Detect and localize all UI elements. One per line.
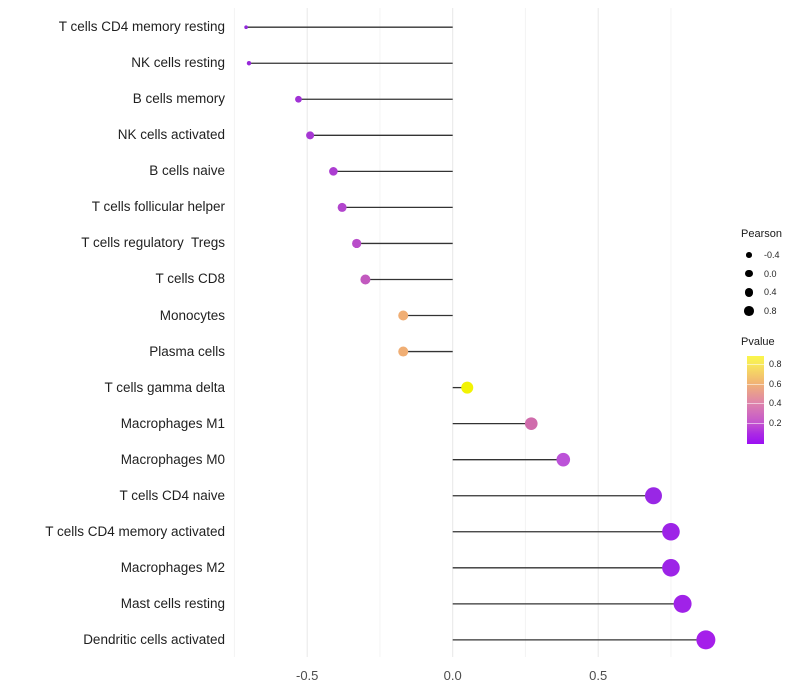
data-point (306, 131, 315, 140)
legend-pearson-entry: -0.4 (741, 246, 782, 265)
pvalue-colorbar (747, 356, 764, 444)
y-axis-label: Macrophages M2 (120, 559, 225, 575)
data-point (295, 95, 302, 103)
legend-pearson-entries: -0.4 0.0 0.4 0.8 (741, 246, 782, 320)
data-point (244, 25, 248, 30)
data-point (352, 238, 362, 249)
y-axis-label: NK cells resting (131, 55, 225, 71)
legend-size-dot (741, 270, 757, 278)
y-axis-label: Macrophages M1 (120, 415, 225, 431)
data-point (398, 346, 409, 357)
legend-pearson-entry: 0.0 (741, 265, 782, 284)
data-point (360, 274, 371, 285)
x-axis-tick-label: 0.0 (443, 668, 462, 683)
legend-size-label: 0.8 (764, 305, 777, 316)
y-axis-label: Macrophages M0 (120, 451, 225, 467)
legend-pearson-entry: 0.8 (741, 302, 782, 321)
data-point (673, 594, 692, 613)
pvalue-tick-label: 0.2 (769, 417, 782, 428)
legend-size-dot-glyph (744, 287, 754, 297)
pvalue-tick-mark (747, 403, 764, 404)
data-point (662, 559, 680, 577)
data-point (337, 202, 347, 212)
y-axis-label: B cells memory (132, 91, 225, 107)
legend-size-label: 0.0 (764, 268, 777, 279)
x-axis-tick-label: -0.5 (295, 668, 319, 683)
legend-pvalue: Pvalue 0.8 0.6 0.4 0.2 (741, 336, 782, 444)
legend-size-dot-glyph (744, 305, 754, 316)
data-point (556, 452, 571, 467)
data-point (696, 630, 716, 650)
data-point (398, 310, 409, 321)
legend-pearson-title: Pearson (741, 228, 782, 240)
legend-size-dot-glyph (746, 252, 752, 259)
y-axis-label: T cells CD8 (155, 271, 225, 287)
legend-size-label: -0.4 (764, 250, 780, 261)
pvalue-tick-mark (747, 422, 764, 424)
data-point (662, 522, 680, 541)
pvalue-tick-label: 0.8 (769, 359, 782, 369)
legend-size-label: 0.4 (764, 287, 777, 298)
data-point (644, 487, 662, 505)
y-axis-label: Dendritic cells activated (83, 631, 225, 647)
legend-size-dot-glyph (745, 270, 753, 278)
y-axis-label: Monocytes (159, 307, 225, 323)
y-axis-label: T cells gamma delta (104, 379, 225, 395)
legend-pvalue-title: Pvalue (741, 336, 775, 348)
y-axis-label: T cells CD4 naive (119, 487, 225, 503)
pvalue-tick-mark (747, 364, 764, 365)
legend-size-dot (741, 252, 757, 259)
data-point (329, 167, 338, 176)
data-point (461, 381, 474, 394)
y-axis-label: Plasma cells (149, 343, 225, 359)
data-point (524, 417, 538, 430)
pvalue-tick-label: 0.6 (769, 378, 782, 389)
y-axis-label: NK cells activated (117, 127, 225, 143)
y-axis-label: T cells follicular helper (91, 199, 225, 215)
y-axis-label: T cells regulatory Tregs (81, 235, 225, 251)
data-point (246, 61, 252, 66)
legend-pearson: Pearson -0.4 0.0 0.4 0.8 (741, 228, 782, 320)
legend-size-dot (741, 287, 757, 297)
legend-size-dot (741, 305, 757, 316)
pvalue-tick-label: 0.4 (769, 398, 782, 408)
y-axis-label: Mast cells resting (120, 595, 225, 611)
x-axis-tick-label: 0.5 (589, 668, 608, 683)
y-axis-label: T cells CD4 memory resting (58, 19, 225, 35)
y-axis-label: B cells naive (149, 163, 225, 179)
pvalue-tick-mark (747, 383, 764, 385)
legend-pearson-entry: 0.4 (741, 283, 782, 302)
y-axis-label: T cells CD4 memory activated (45, 523, 225, 539)
